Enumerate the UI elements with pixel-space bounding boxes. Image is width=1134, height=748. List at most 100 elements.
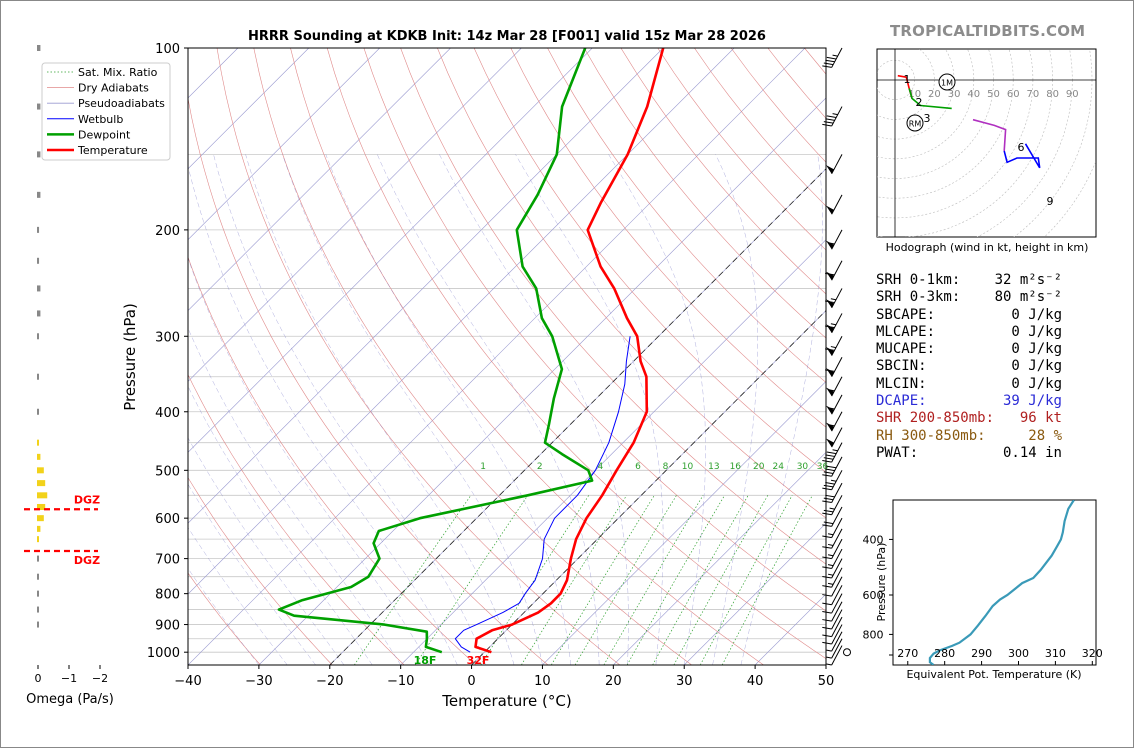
y-tick-label: 800: [155, 588, 180, 603]
mixing-ratio-label: 6: [635, 462, 641, 472]
omega-bar: [37, 285, 41, 292]
wind-barb: [826, 631, 843, 652]
barb-full: [823, 521, 834, 525]
hodograph-height-label: 9: [1047, 195, 1054, 208]
param-label: MLCIN:: [876, 375, 927, 392]
y-tick-label: 400: [155, 406, 180, 421]
x-tick-label: 0: [467, 674, 475, 689]
theta-e-y-tick-label: 400: [863, 533, 884, 546]
x-tick-label: 30: [676, 674, 693, 689]
barb-full: [822, 524, 832, 527]
barb-staff: [831, 376, 843, 397]
mixing-ratio-label: 4: [598, 462, 604, 472]
barb-full: [826, 465, 837, 469]
wind-barb: [822, 47, 843, 68]
dgz-label: DGZ: [74, 493, 100, 506]
dry-adiabat: [363, 48, 826, 612]
wind-barb: [822, 528, 843, 549]
barb-staff: [831, 548, 843, 569]
omega-tick-label: 0: [35, 672, 42, 685]
param-label: RH 300-850mb:: [876, 427, 986, 444]
param-label: SHR 200-850mb:: [876, 410, 995, 427]
barb-staff: [831, 609, 843, 630]
hodograph-ring-label: 90: [1066, 89, 1079, 100]
legend-entry: Dry Adiabats: [78, 82, 149, 95]
wind-barb: [822, 482, 843, 504]
barb-staff: [831, 538, 843, 559]
barb-staff: [831, 585, 843, 605]
barb-half: [826, 663, 832, 666]
barb-staff: [831, 567, 843, 588]
barb-staff: [831, 517, 843, 538]
param-label: SRH 0-3km:: [876, 289, 961, 306]
x-tick-label: −30: [245, 674, 272, 689]
barb-full: [826, 115, 837, 118]
moist-adiabat: [712, 154, 758, 665]
wind-barb: [822, 495, 843, 516]
barb-staff: [831, 442, 843, 463]
barb-full: [823, 484, 834, 488]
barb-half: [827, 554, 834, 557]
y-tick-label: 900: [155, 619, 180, 634]
barb-flag: [826, 422, 835, 432]
barb-full: [825, 300, 835, 304]
dry-adiabat: [188, 96, 549, 665]
moist-adiabat: [188, 165, 458, 665]
barb-flag: [826, 205, 835, 215]
moist-adiabat: [377, 154, 600, 665]
barb-half: [827, 533, 834, 536]
theta-e-x-tick-label: 310: [1045, 647, 1066, 660]
freezing-isotherm: [471, 309, 826, 665]
barb-full: [823, 121, 834, 124]
dry-adiabat: [510, 48, 826, 428]
param-label: DCAPE:: [876, 393, 927, 410]
barb-staff: [831, 638, 843, 659]
omega-bar: [37, 606, 39, 613]
barb-full: [822, 546, 832, 549]
wind-barb: [826, 376, 843, 397]
mixing-ratio-line: [550, 495, 655, 665]
barb-flag: [826, 240, 835, 250]
hodograph-trace-segment: [1003, 143, 1041, 169]
barb-full: [823, 509, 834, 513]
isotherm-line: [188, 48, 593, 453]
mixing-ratio-label: 10: [682, 462, 694, 472]
moist-adiabat: [608, 154, 706, 665]
omega-bar: [37, 467, 44, 474]
barb-full: [826, 56, 837, 60]
wind-barb: [822, 538, 843, 560]
barb-half: [827, 543, 834, 546]
barb-staff: [831, 645, 843, 666]
isotherm-line: [188, 48, 806, 665]
omega-bar: [37, 555, 39, 562]
barb-full: [822, 123, 832, 127]
barb-full: [822, 634, 832, 638]
y-tick-label: 300: [155, 330, 180, 345]
legend-entry: Dewpoint: [78, 128, 131, 141]
barb-half: [829, 242, 835, 245]
site-brand: TROPICALTIDBITS.COM: [890, 22, 1086, 40]
hodograph-height-label: 1: [904, 73, 911, 86]
omega-bar: [37, 191, 41, 198]
wetbulb-trace: [454, 336, 631, 653]
wind-barb: [826, 427, 843, 448]
barb-staff: [831, 495, 843, 515]
barb-full: [823, 497, 834, 501]
barb-full: [826, 451, 837, 455]
omega-bar: [37, 536, 39, 543]
barb-full: [822, 602, 832, 606]
legend-entry: Wetbulb: [78, 113, 123, 126]
barb-staff: [831, 229, 843, 250]
wind-barb: [826, 645, 843, 666]
legend-entry: Sat. Mix. Ratio: [78, 66, 158, 79]
mixing-ratio-line: [673, 495, 769, 665]
barb-full: [823, 471, 834, 474]
moist-adiabat: [515, 154, 664, 665]
wind-barb: [822, 609, 843, 630]
wind-barb: [822, 517, 843, 539]
barb-full: [822, 474, 832, 477]
mixing-ratio-line: [699, 495, 793, 665]
barb-staff: [831, 593, 843, 614]
wind-barb: [825, 313, 843, 334]
theta-e-x-tick-label: 300: [1008, 647, 1029, 660]
